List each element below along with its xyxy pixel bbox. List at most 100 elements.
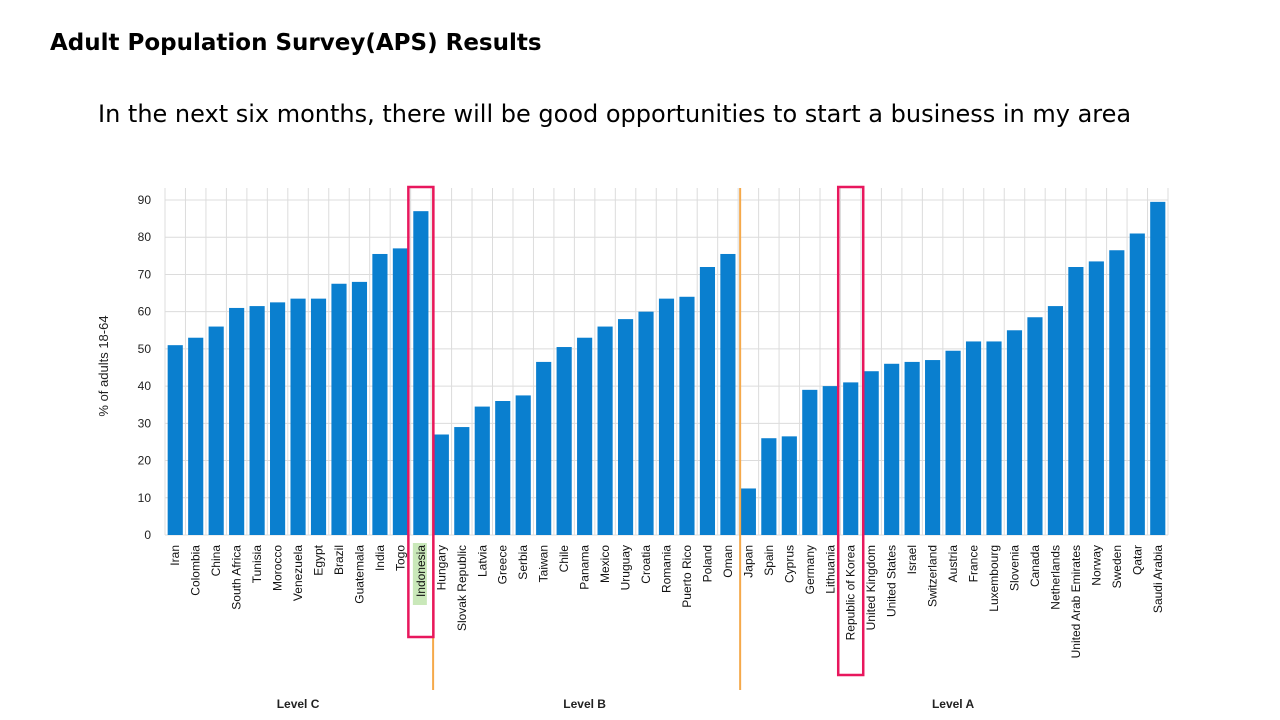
bar [536,361,552,535]
category-label: United States [885,545,899,617]
bar [822,386,838,535]
bar [617,319,634,535]
category-label: Indonesia [414,545,428,597]
bar [229,307,245,535]
y-tick-label: 90 [138,193,152,207]
y-tick-label: 20 [138,454,152,468]
category-label: Poland [700,545,714,582]
category-label: Lithuania [823,545,837,594]
category-label: Iran [168,545,182,566]
y-tick-label: 40 [138,379,152,393]
group-label: Level A [932,697,975,711]
bar [843,382,859,535]
category-label: Croatia [639,545,653,584]
bar [965,341,982,535]
slide-subtitle: In the next six months, there will be go… [98,100,1132,128]
category-label: Slovenia [1007,545,1021,591]
bar [433,434,449,535]
group-label: Level B [563,697,606,711]
slide-title: Adult Population Survey(APS) Results [50,30,542,56]
bar [372,253,388,535]
category-label: Venezuela [291,545,305,601]
category-label: Morocco [271,545,285,591]
y-tick-label: 50 [138,342,152,356]
category-label: Germany [803,545,817,594]
y-tick-label: 30 [138,416,152,430]
bar [597,326,613,535]
category-label: Slovak Republic [455,545,469,631]
bar [884,363,900,535]
category-label: Greece [496,545,510,585]
bar [1088,261,1104,535]
bar [290,298,306,535]
category-label: Norway [1089,545,1103,586]
category-label: Cyprus [782,545,796,583]
category-label: Hungary [434,545,448,590]
bar [556,347,572,535]
category-label: Luxembourg [987,545,1001,612]
category-label: Egypt [312,544,326,575]
bar [413,211,429,535]
category-label: United Arab Emirates [1069,545,1083,658]
category-label: Mexico [598,545,612,583]
category-label: Austria [946,545,960,583]
category-label: China [209,545,223,577]
y-axis-ticks: 0 10 20 30 40 50 60 70 80 90 [138,193,152,542]
bar [945,350,961,535]
category-label: Oman [721,545,735,578]
category-label: Tunisia [250,545,264,584]
bar [802,389,818,535]
bar [577,337,593,535]
category-label: Latvia [475,545,489,577]
bar [454,427,470,535]
bar [1150,201,1166,535]
bar [679,296,695,535]
category-label: Serbia [516,545,530,580]
y-tick-label: 80 [138,230,152,244]
category-label: Canada [1028,545,1042,587]
chart-bars [167,201,1166,535]
bar [392,248,408,535]
highlight-box [836,185,865,677]
category-label: Saudi Arabia [1151,545,1165,613]
category-label: Brazil [332,545,346,575]
category-label-highlight [412,543,427,605]
category-label: Switzerland [926,545,940,607]
category-label: Uruguay [619,545,633,590]
bar [1129,233,1145,535]
category-label: Guatemala [352,545,366,604]
bar [188,337,204,535]
bar [167,345,183,535]
category-label: Sweden [1110,545,1124,588]
bar [740,488,756,535]
bar [699,267,716,535]
y-axis-label: % of adults 18-64 [96,315,111,416]
bar [904,361,920,535]
y-tick-label: 10 [138,491,152,505]
bar [270,302,286,535]
category-label: Colombia [189,545,203,596]
category-label: Republic of Korea [844,545,858,641]
bar [495,401,511,535]
category-label: Israel [905,545,919,574]
bar [658,298,675,535]
category-label: Togo [393,545,407,571]
highlight-box [407,185,435,639]
category-label: Qatar [1130,545,1144,575]
category-label: Puerto Rico [680,545,694,608]
bar [1068,267,1084,535]
bar [638,311,654,535]
category-label: Taiwan [537,545,551,582]
category-label: Japan [741,545,755,578]
y-tick-label: 60 [138,305,152,319]
bar [1047,306,1063,535]
category-label: United Kingdom [864,545,878,630]
y-tick-label: 0 [144,528,151,542]
category-label: South Africa [230,545,244,610]
category-label: Chile [557,545,571,573]
category-label: France [967,545,981,583]
category-label: Romania [660,545,674,593]
bar [1027,317,1043,535]
highlight-boxes [407,185,865,677]
